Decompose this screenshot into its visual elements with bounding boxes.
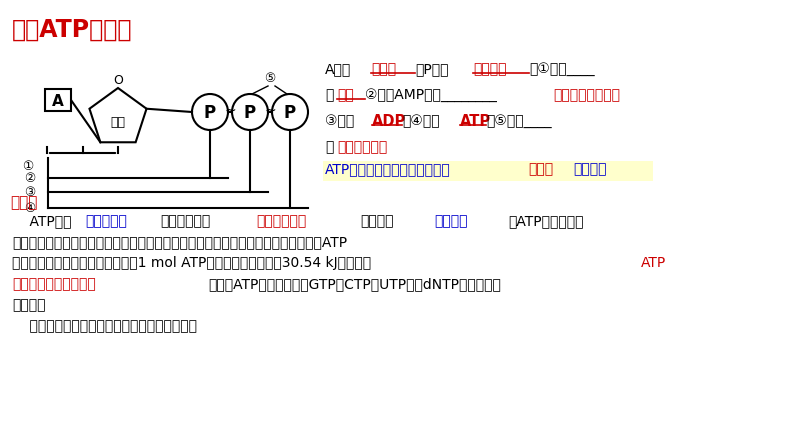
Text: ATP: ATP <box>641 256 666 270</box>
Text: 特点：: 特点： <box>10 195 37 210</box>
Text: ADP: ADP <box>372 114 407 129</box>
Text: 特殊化学键: 特殊化学键 <box>85 214 127 228</box>
Text: 不等同: 不等同 <box>528 162 553 176</box>
Text: 化合物。: 化合物。 <box>12 298 45 312</box>
Text: A代表: A代表 <box>325 62 351 76</box>
Text: ②: ② <box>25 172 36 185</box>
Text: 转移势能: 转移势能 <box>434 214 468 228</box>
Text: 有较高的: 有较高的 <box>360 214 394 228</box>
Text: 于能量。: 于能量。 <box>573 162 607 176</box>
Text: 腺苷: 腺苷 <box>337 88 354 102</box>
Text: 在细胞中，磷酸化过程就是能量转移的过程。: 在细胞中，磷酸化过程就是能量转移的过程。 <box>12 319 197 333</box>
Text: 磷酸基团: 磷酸基团 <box>473 62 507 76</box>
Text: 腺嘌呤核糖核苷酸: 腺嘌呤核糖核苷酸 <box>553 88 620 102</box>
Text: P: P <box>204 104 216 122</box>
Text: 。ATP在酶的作用: 。ATP在酶的作用 <box>508 214 584 228</box>
Text: ③: ③ <box>25 186 36 198</box>
Text: 腺嘌呤: 腺嘌呤 <box>371 62 396 76</box>
Text: P: P <box>244 104 256 122</box>
Text: ，P代表: ，P代表 <box>415 62 449 76</box>
Text: ~: ~ <box>224 104 236 118</box>
Text: 一、ATP的结构: 一、ATP的结构 <box>12 18 133 42</box>
Text: ATP是与能量有关的一种物质，: ATP是与能量有关的一种物质， <box>325 162 451 176</box>
Text: ATP中的: ATP中的 <box>12 214 71 228</box>
Text: 。除了ATP，细胞中还有GTP、CTP、UTP以及dNTP等高能磷酸: 。除了ATP，细胞中还有GTP、CTP、UTP以及dNTP等高能磷酸 <box>208 277 501 291</box>
FancyBboxPatch shape <box>45 89 71 111</box>
Text: O: O <box>113 73 123 87</box>
Text: 是一种高能磷酸化合物: 是一种高能磷酸化合物 <box>12 277 96 291</box>
Text: ③代表: ③代表 <box>325 114 354 128</box>
Text: 下水解时，脱离下来的末端磷酸基团挟能量与其他分子结合，从而使后者发生变化。ATP: 下水解时，脱离下来的末端磷酸基团挟能量与其他分子结合，从而使后者发生变化。ATP <box>12 235 347 249</box>
Text: ATP: ATP <box>460 114 491 129</box>
Text: ④: ④ <box>25 202 36 215</box>
Text: 核糖: 核糖 <box>110 115 125 128</box>
Text: ②代表AMP，即________: ②代表AMP，即________ <box>365 88 497 102</box>
Text: 的水解过程就是释放能量的过程，1 mol ATP水解释放的能量高达30.54 kJ，所以说: 的水解过程就是释放能量的过程，1 mol ATP水解释放的能量高达30.54 k… <box>12 256 371 270</box>
Text: ，④代表: ，④代表 <box>402 114 440 128</box>
Text: ⑤: ⑤ <box>264 72 276 84</box>
Text: P: P <box>284 104 296 122</box>
Text: ①: ① <box>22 160 33 173</box>
Text: ，: ， <box>325 88 333 102</box>
Text: 不稳定，使得: 不稳定，使得 <box>160 214 210 228</box>
Text: 末端磷酸基团: 末端磷酸基团 <box>256 214 306 228</box>
Text: 特殊的化学键: 特殊的化学键 <box>337 140 387 154</box>
Text: ，⑤代表____: ，⑤代表____ <box>486 114 552 128</box>
Text: A: A <box>52 93 64 109</box>
Text: ~: ~ <box>264 104 276 118</box>
Text: ，①代表____: ，①代表____ <box>529 62 595 76</box>
Text: 。: 。 <box>325 140 333 154</box>
FancyBboxPatch shape <box>323 161 653 181</box>
